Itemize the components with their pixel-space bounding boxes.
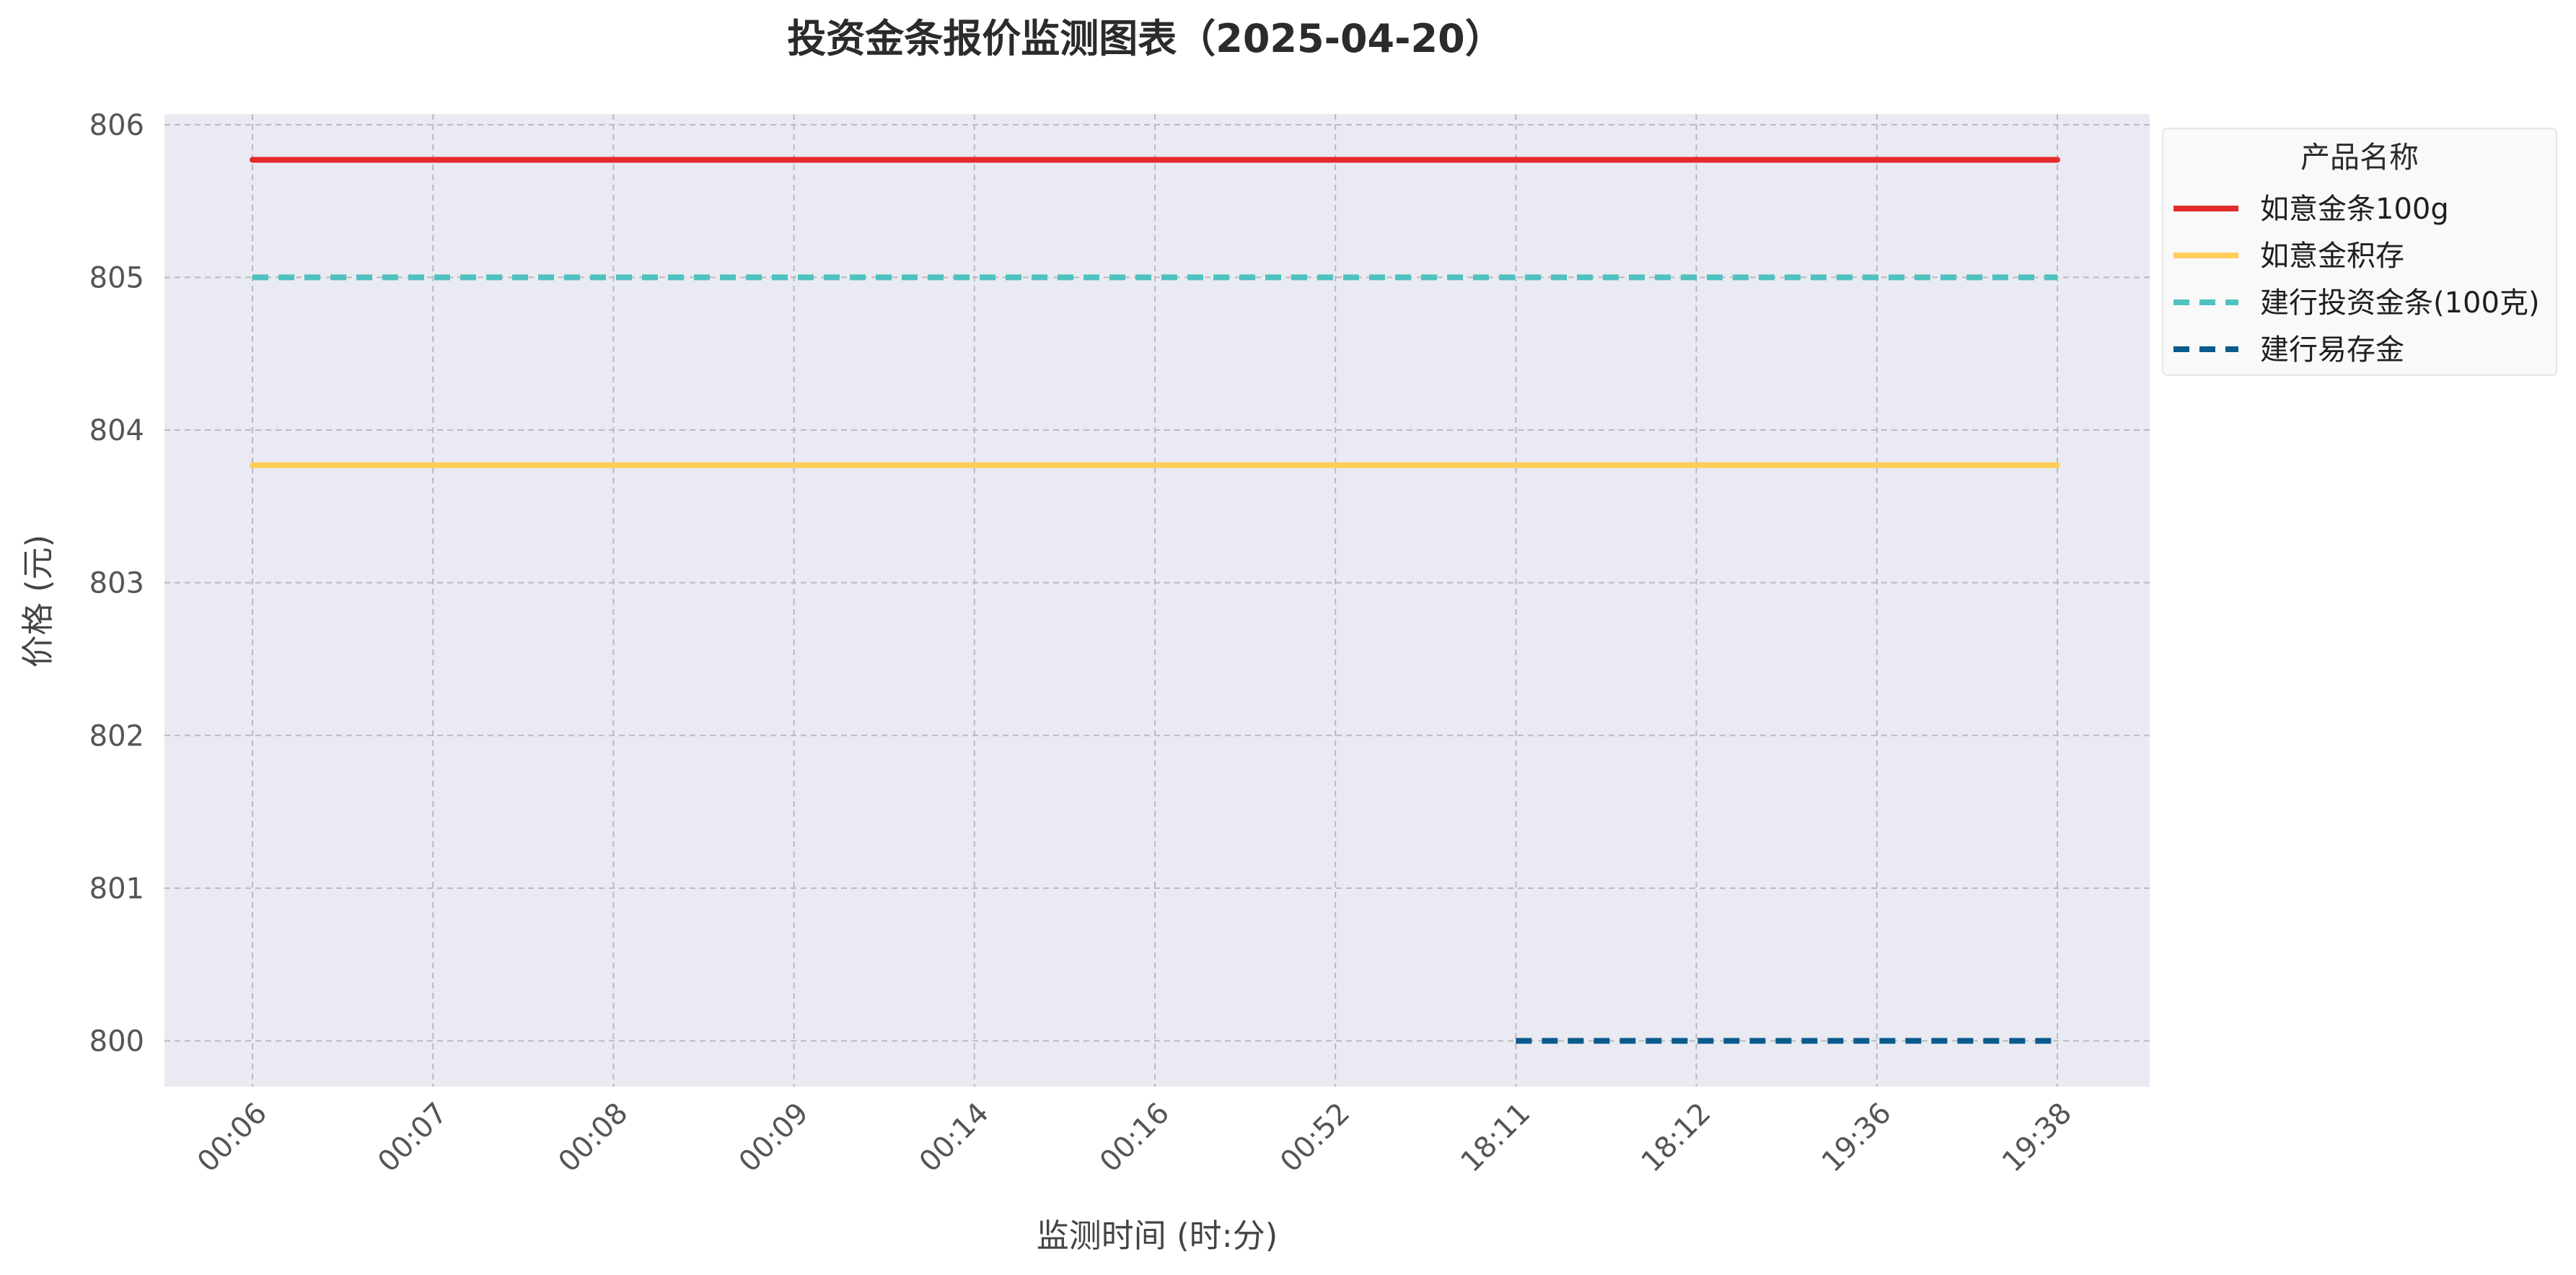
y-tick-label: 804 <box>89 414 144 447</box>
legend-box <box>2162 128 2557 376</box>
y-tick-label: 802 <box>89 719 144 753</box>
series-lines <box>250 157 2060 1044</box>
legend-title: 产品名称 <box>2300 140 2419 175</box>
y-tick-label: 801 <box>89 872 144 906</box>
y-tick-label: 803 <box>89 567 144 600</box>
y-axis-ticks: 800 801 802 803 804 805 806 <box>89 109 144 1059</box>
legend-label: 如意金条100g <box>2260 193 2449 226</box>
legend-label: 如意金积存 <box>2260 240 2404 273</box>
y-tick-label: 806 <box>89 109 144 142</box>
plot-area <box>164 114 2150 1087</box>
legend-label: 建行易存金 <box>2260 333 2404 367</box>
y-tick-label: 805 <box>89 261 144 294</box>
y-axis-label: 价格 (元) <box>19 535 57 667</box>
x-axis-label: 监测时间 (时:分) <box>1037 1217 1278 1255</box>
legend-label: 建行投资金条(100克) <box>2260 286 2540 320</box>
chart-title: 投资金条报价监测图表（2025-04-20） <box>787 16 1503 61</box>
y-tick-label: 800 <box>89 1025 144 1059</box>
